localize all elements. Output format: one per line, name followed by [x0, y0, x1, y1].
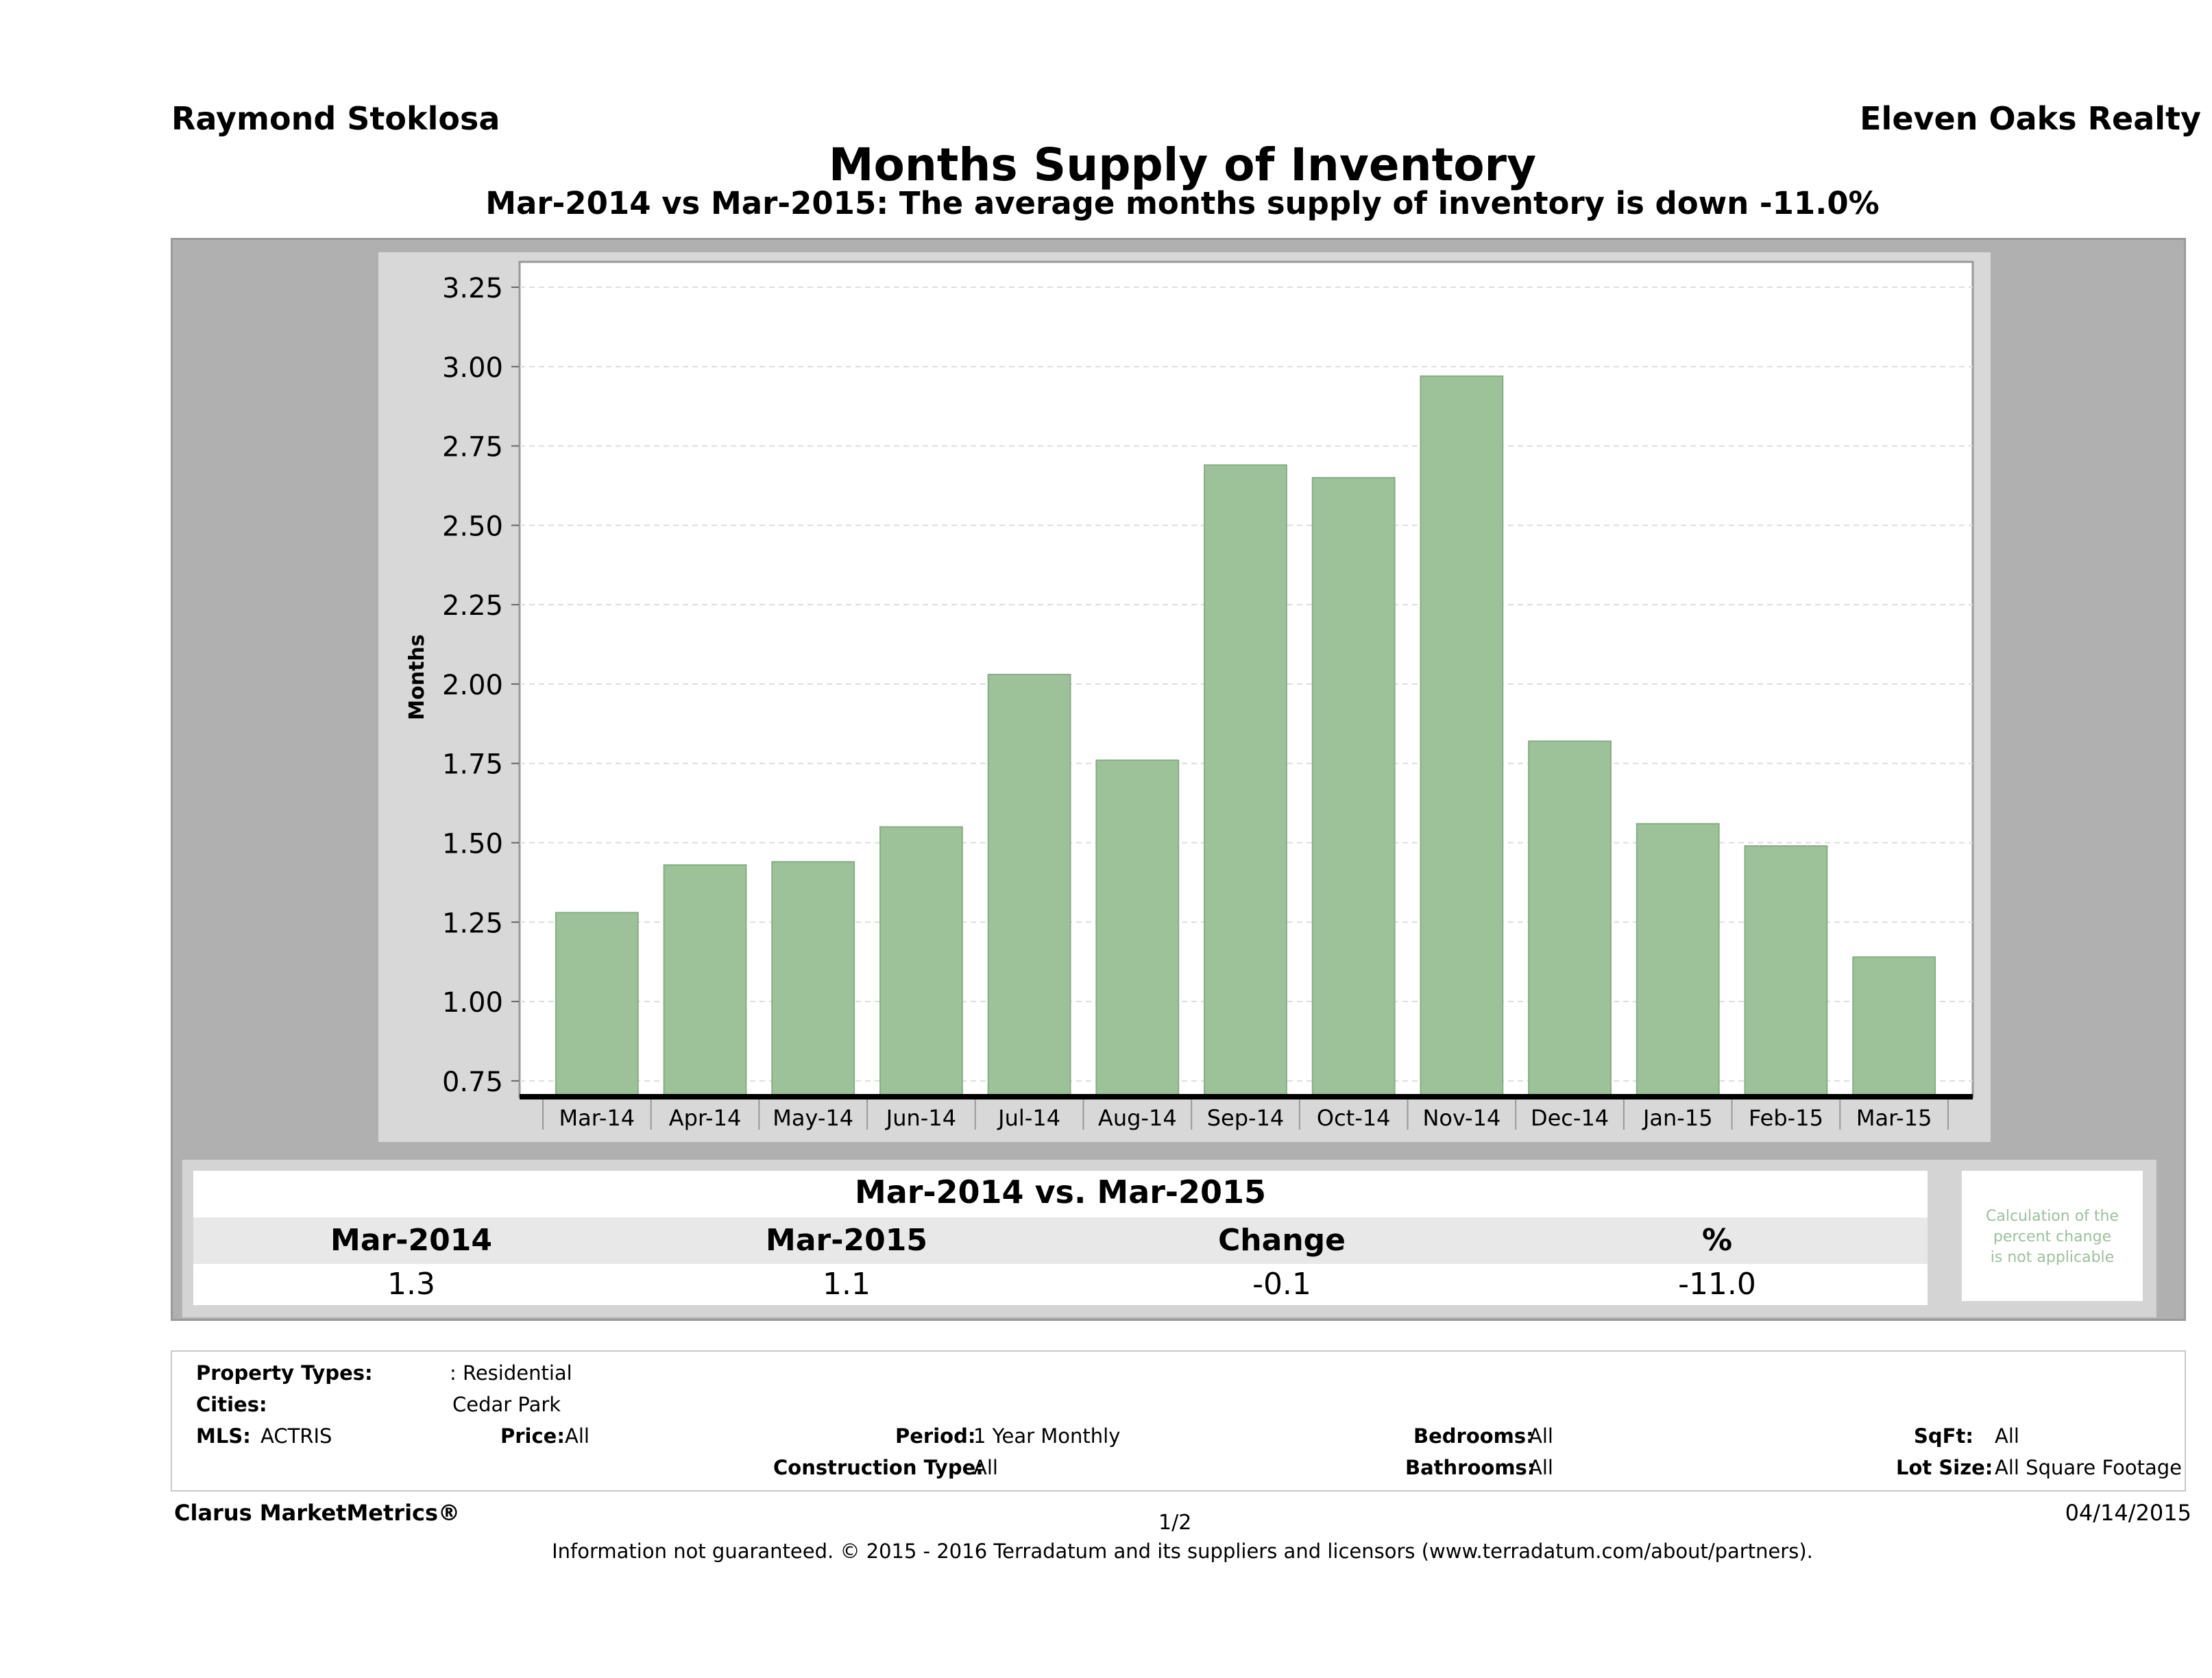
summary-header-percent: % — [1701, 1223, 1733, 1258]
x-tick-label: Apr-14 — [669, 1105, 742, 1131]
lot-size-label: Lot Size: — [1896, 1456, 1993, 1479]
percent-note-line: percent change — [1993, 1228, 2112, 1245]
x-tick-label: Nov-14 — [1422, 1105, 1500, 1131]
bar-apr-14 — [663, 864, 747, 1097]
y-tick-labels: 0.75 1.00 1.25 1.50 1.75 2.00 2.25 2.50 2.75 3.00… — [442, 273, 520, 1098]
bar-mar-14 — [555, 912, 639, 1098]
summary-header-start: Mar-2014 — [330, 1223, 492, 1258]
bar-feb-15 — [1744, 845, 1828, 1098]
y-tick-label: 3.00 — [442, 352, 503, 384]
bar-nov-14 — [1420, 375, 1504, 1098]
y-tick-label: 3.25 — [442, 273, 503, 304]
report-date: 04/14/2015 — [2065, 1500, 2191, 1526]
percent-note-line: Calculation of the — [1985, 1208, 2119, 1225]
footer-brand: Clarus MarketMetrics® — [174, 1500, 461, 1526]
gridlines — [520, 287, 1973, 1082]
summary-header-change: Change — [1218, 1223, 1346, 1258]
x-tick-label: Sep-14 — [1207, 1105, 1285, 1131]
price-label: Price: — [500, 1424, 565, 1448]
bedrooms-label: Bedrooms: — [1413, 1424, 1534, 1448]
price-value: All — [565, 1424, 590, 1448]
property-types-value: : Residential — [450, 1361, 572, 1385]
x-tick-label: May-14 — [773, 1105, 853, 1131]
bar-jan-15 — [1636, 823, 1720, 1097]
x-tick-label: Jun-14 — [885, 1105, 956, 1131]
disclaimer: Information not guaranteed. © 2015 - 201… — [552, 1540, 1813, 1563]
mls-value: ACTRIS — [260, 1424, 332, 1448]
summary-value-percent: -11.0 — [1678, 1267, 1756, 1302]
period-label: Period: — [895, 1424, 976, 1448]
summary-title: Mar-2014 vs. Mar-2015 — [854, 1174, 1267, 1211]
percent-note-line: is not applicable — [1990, 1249, 2115, 1266]
summary-value-band — [193, 1264, 1928, 1305]
bars — [555, 375, 1936, 1098]
cities-label: Cities: — [196, 1393, 267, 1416]
mls-label: MLS: — [196, 1424, 251, 1448]
y-tick-label: 2.50 — [442, 511, 503, 542]
period-value: 1 Year Monthly — [973, 1424, 1121, 1448]
x-tick-label: Oct-14 — [1317, 1105, 1391, 1131]
bar-sep-14 — [1204, 464, 1287, 1097]
y-tick-label: 2.25 — [442, 590, 503, 622]
y-axis-label: Months — [405, 634, 429, 720]
lot-size-value: All Square Footage — [1995, 1456, 2183, 1479]
summary-header-band — [193, 1217, 1928, 1264]
x-tick-label: Jul-14 — [997, 1105, 1060, 1131]
x-tick-label: Mar-14 — [559, 1105, 635, 1131]
summary-value-start: 1.3 — [387, 1267, 435, 1302]
y-tick-label: 1.75 — [442, 749, 503, 781]
bar-jun-14 — [879, 826, 963, 1097]
percent-note-box — [1962, 1171, 2143, 1301]
sqft-value: All — [1995, 1424, 2019, 1448]
property-types-label: Property Types: — [196, 1361, 373, 1385]
y-tick-label: 1.00 — [442, 987, 503, 1019]
bar-dec-14 — [1528, 740, 1612, 1097]
x-tick-label: Mar-15 — [1856, 1105, 1932, 1131]
y-tick-label: 0.75 — [442, 1067, 503, 1098]
page-number: 1/2 — [1158, 1511, 1192, 1535]
y-tick-label: 2.00 — [442, 670, 503, 701]
x-tick-label: Aug-14 — [1098, 1105, 1177, 1131]
search-criteria-box — [171, 1350, 2186, 1492]
x-tick-labels: Mar-14 Apr-14 May-14 Jun-14 Jul-14 Aug-14 Sep-… — [542, 1099, 1949, 1131]
y-tick-label: 2.75 — [442, 432, 503, 463]
x-tick-label: Feb-15 — [1749, 1105, 1823, 1131]
summary-value-change: -0.1 — [1252, 1267, 1311, 1302]
construction-type-value: All — [973, 1456, 998, 1479]
sqft-label: SqFt: — [1914, 1424, 1973, 1448]
chart-subtitle: Mar-2014 vs Mar-2015: The average months… — [485, 185, 1880, 221]
y-tick-label: 1.50 — [442, 829, 503, 860]
bar-chart: 0.75 1.00 1.25 1.50 1.75 2.00 2.25 2.50 2.75 3.00… — [405, 260, 1974, 1131]
x-tick-label: Jan-15 — [1642, 1105, 1713, 1131]
summary-title-band — [193, 1171, 1928, 1217]
cities-value: Cedar Park — [452, 1393, 561, 1416]
bathrooms-value: All — [1529, 1456, 1553, 1479]
x-tick-label: Dec-14 — [1531, 1105, 1609, 1131]
construction-type-label: Construction Type: — [773, 1456, 984, 1479]
bedrooms-value: All — [1529, 1424, 1553, 1448]
bar-oct-14 — [1311, 476, 1396, 1097]
company-name: Eleven Oaks Realty — [1860, 100, 2201, 137]
y-tick-label: 1.25 — [442, 908, 503, 939]
bar-aug-14 — [1095, 759, 1180, 1097]
percent-note: Calculation of the percent change is not… — [1962, 1206, 2143, 1268]
agent-name: Raymond Stoklosa — [171, 100, 500, 137]
chart-title: Months Supply of Inventory — [828, 138, 1537, 191]
bar-may-14 — [771, 861, 855, 1097]
summary-header-end: Mar-2015 — [766, 1223, 927, 1258]
bar-jul-14 — [987, 674, 1071, 1097]
bathrooms-label: Bathrooms: — [1405, 1456, 1535, 1479]
bar-mar-15 — [1852, 956, 1936, 1098]
summary-value-end: 1.1 — [823, 1267, 871, 1302]
